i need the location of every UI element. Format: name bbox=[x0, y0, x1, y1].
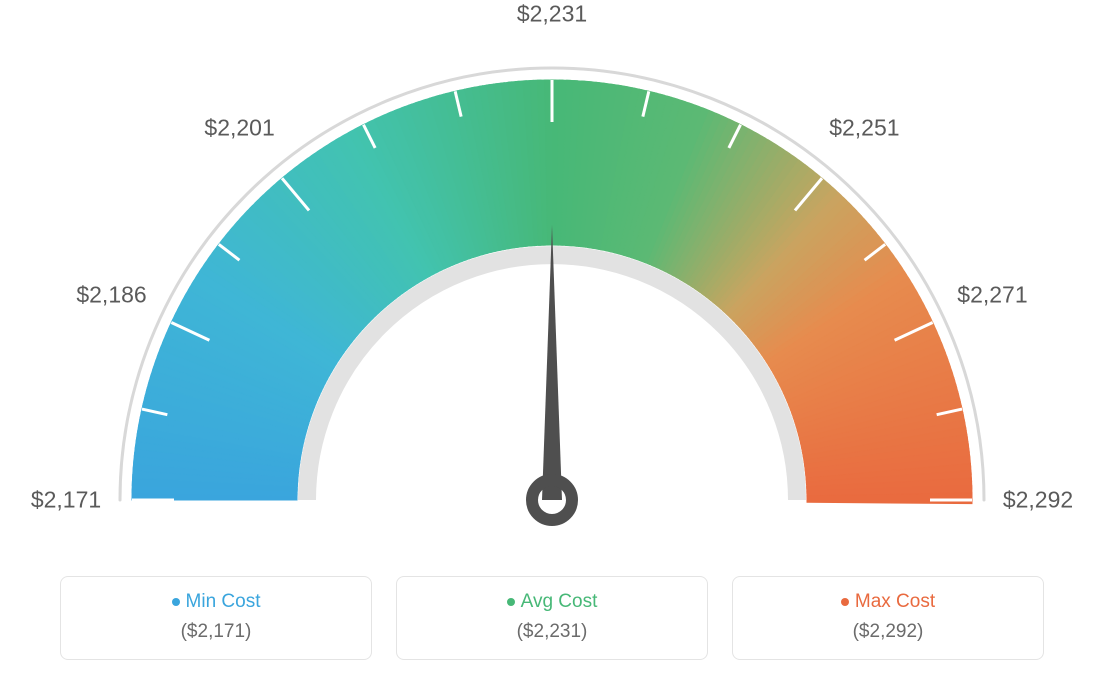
gauge-tick-label: $2,186 bbox=[76, 281, 146, 308]
gauge-area: $2,171 $2,186 $2,201 $2,231 $2,251 $2,271 $2,2… bbox=[0, 0, 1104, 560]
legend-max-text: Max Cost bbox=[855, 591, 935, 612]
gauge-svg bbox=[0, 0, 1104, 560]
legend-min-box: Min Cost ($2,171) bbox=[60, 576, 372, 660]
gauge-tick-label: $2,231 bbox=[517, 1, 587, 28]
legend-avg-dot bbox=[507, 598, 515, 606]
legend-max-value: ($2,292) bbox=[733, 621, 1043, 643]
legend-row: Min Cost ($2,171) Avg Cost ($2,231) Max … bbox=[60, 576, 1044, 660]
legend-min-text: Min Cost bbox=[186, 591, 261, 612]
gauge-tick-label: $2,251 bbox=[829, 114, 899, 141]
legend-avg-value: ($2,231) bbox=[397, 621, 707, 643]
legend-max-dot bbox=[841, 598, 849, 606]
legend-max-label: Max Cost bbox=[733, 591, 1043, 613]
legend-max-box: Max Cost ($2,292) bbox=[732, 576, 1044, 660]
gauge-tick-label: $2,201 bbox=[204, 114, 274, 141]
gauge-tick-label: $2,171 bbox=[31, 487, 101, 514]
legend-avg-text: Avg Cost bbox=[521, 591, 598, 612]
gauge-tick-label: $2,271 bbox=[957, 281, 1027, 308]
legend-min-label: Min Cost bbox=[61, 591, 371, 613]
legend-min-value: ($2,171) bbox=[61, 621, 371, 643]
gauge-tick-label: $2,292 bbox=[1003, 487, 1073, 514]
gauge-chart-container: $2,171 $2,186 $2,201 $2,231 $2,251 $2,271 $2,2… bbox=[0, 0, 1104, 690]
legend-avg-label: Avg Cost bbox=[397, 591, 707, 613]
legend-avg-box: Avg Cost ($2,231) bbox=[396, 576, 708, 660]
gauge-needle bbox=[542, 225, 562, 500]
legend-min-dot bbox=[172, 598, 180, 606]
